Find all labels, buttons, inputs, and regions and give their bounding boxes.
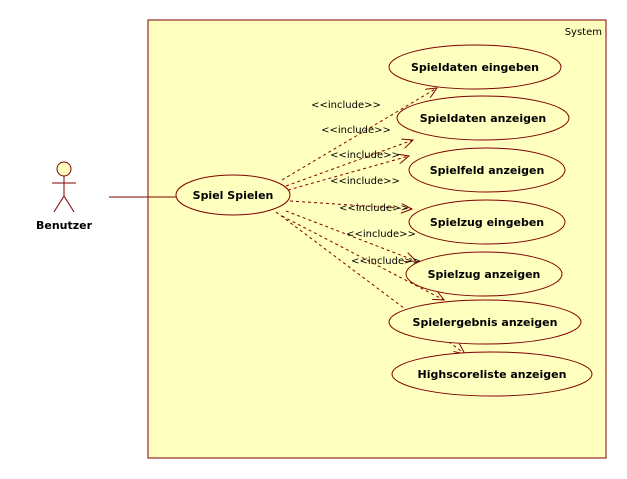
include-arrow bbox=[289, 200, 412, 209]
use-case-ellipse bbox=[408, 147, 566, 193]
include-label: <<include>> bbox=[330, 150, 400, 161]
use-case-group: Spieldaten eingeben Spieldaten anzeigen Sp… bbox=[388, 44, 593, 397]
use-case-ellipse bbox=[396, 95, 570, 141]
actor-name: Benutzer bbox=[36, 219, 93, 232]
use-case-label: Spielzug eingeben bbox=[430, 216, 544, 229]
use-case-label: Highscoreliste anzeigen bbox=[418, 368, 567, 381]
use-case-ellipse bbox=[391, 351, 593, 397]
use-case-label: Spiel Spielen bbox=[193, 189, 274, 202]
system-label: System bbox=[565, 27, 602, 38]
use-case[interactable]: Spieldaten eingeben bbox=[388, 44, 562, 90]
include-label: <<include>> bbox=[346, 229, 416, 240]
include-label: <<include>> bbox=[321, 125, 391, 136]
use-case[interactable]: Spieldaten anzeigen bbox=[396, 95, 570, 141]
use-case-label: Spielfeld anzeigen bbox=[430, 164, 545, 177]
include-arrows: <<include>> <<include>> <<include>> <<inclu… bbox=[275, 88, 465, 354]
use-case[interactable]: Spielzug eingeben bbox=[408, 199, 566, 245]
include-arrow bbox=[285, 210, 416, 261]
use-case-ellipse bbox=[405, 251, 563, 297]
include-label: <<include>> bbox=[351, 256, 421, 267]
use-case-label: Spielergebnis anzeigen bbox=[413, 316, 558, 329]
use-case-label: Spieldaten eingeben bbox=[411, 61, 539, 74]
include-label: <<include>> bbox=[339, 203, 409, 214]
use-case-spiel-spielen[interactable]: Spiel Spielen bbox=[175, 174, 291, 216]
use-case-label: Spielzug anzeigen bbox=[428, 268, 541, 281]
use-case-ellipse bbox=[388, 299, 582, 345]
include-arrow bbox=[285, 140, 413, 187]
include-label: <<include>> bbox=[330, 176, 400, 187]
use-case[interactable]: Highscoreliste anzeigen bbox=[391, 351, 593, 397]
include-arrow bbox=[281, 215, 444, 300]
use-case-ellipse bbox=[408, 199, 566, 245]
include-arrow bbox=[281, 88, 437, 181]
use-case[interactable]: Spielergebnis anzeigen bbox=[388, 299, 582, 345]
include-label: <<include>> bbox=[311, 100, 381, 111]
actor-figure[interactable] bbox=[52, 161, 76, 213]
include-arrow bbox=[287, 156, 409, 191]
use-case[interactable]: Spielfeld anzeigen bbox=[408, 147, 566, 193]
use-case-ellipse bbox=[388, 44, 562, 90]
use-case-label: Spieldaten anzeigen bbox=[420, 112, 547, 125]
use-case[interactable]: Spielzug anzeigen bbox=[405, 251, 563, 297]
